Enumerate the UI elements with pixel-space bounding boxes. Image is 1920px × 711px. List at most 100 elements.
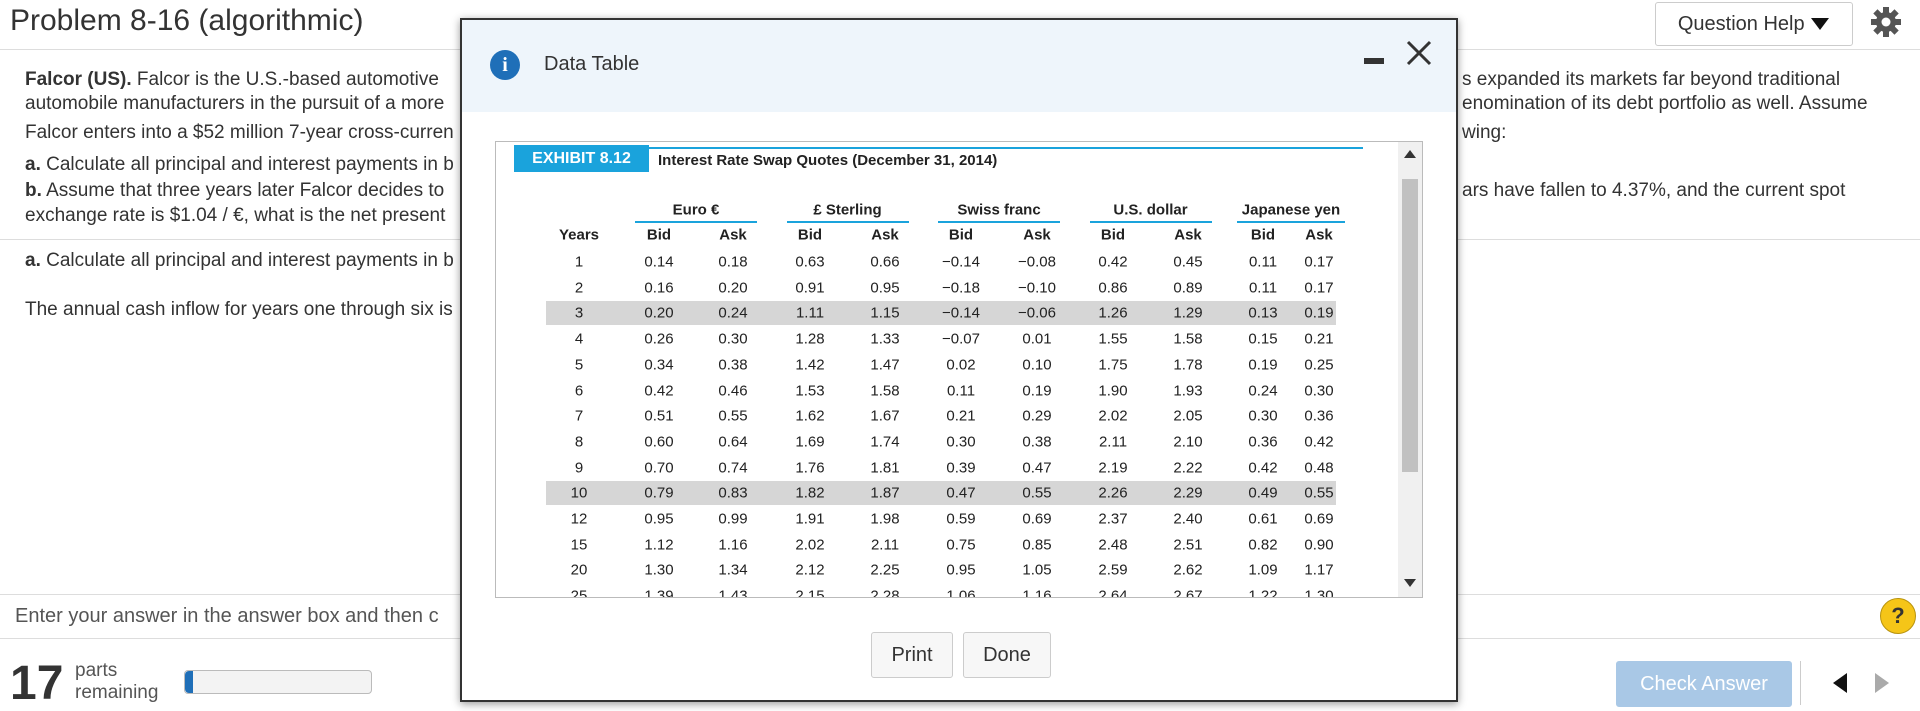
data-table-modal: i Data Table EXHIBIT 8.12 Interest Rate … bbox=[460, 18, 1458, 702]
done-button[interactable]: Done bbox=[963, 632, 1051, 678]
rate-cell: 0.95 bbox=[644, 510, 674, 528]
rate-cell: 1.90 bbox=[1098, 382, 1128, 399]
rate-cell: 0.29 bbox=[1022, 407, 1052, 425]
help-icon[interactable]: ? bbox=[1880, 598, 1916, 634]
rate-cell: 0.95 bbox=[946, 561, 976, 579]
rate-cell: 0.49 bbox=[1248, 484, 1278, 502]
rate-cell: 0.19 bbox=[1304, 304, 1334, 322]
rate-cell: −0.07 bbox=[942, 330, 980, 348]
rate-cell: 0.24 bbox=[718, 304, 748, 322]
bold-label: Falcor (US). bbox=[25, 69, 132, 90]
rate-cell: −0.14 bbox=[942, 253, 980, 271]
rate-cell: 1.82 bbox=[795, 484, 825, 502]
modal-header bbox=[462, 20, 1456, 112]
rate-cell: 1.58 bbox=[1173, 330, 1203, 348]
rate-cell: 0.11 bbox=[1248, 279, 1278, 297]
rate-cell: 0.16 bbox=[644, 279, 674, 297]
rate-cell: 2.05 bbox=[1173, 407, 1203, 425]
scrollbar[interactable] bbox=[1398, 142, 1422, 597]
check-answer-button[interactable]: Check Answer bbox=[1616, 661, 1792, 707]
rate-cell: 0.64 bbox=[718, 433, 748, 451]
year-cell: 4 bbox=[574, 330, 584, 348]
problem-line: automobile manufacturers in the pursuit … bbox=[25, 93, 445, 114]
info-icon: i bbox=[490, 50, 520, 80]
rate-cell: −0.10 bbox=[1018, 279, 1056, 297]
rate-cell: 1.76 bbox=[795, 459, 825, 477]
problem-line: a. Calculate all principal and interest … bbox=[25, 154, 454, 176]
rate-cell: 0.11 bbox=[946, 382, 976, 399]
next-button[interactable] bbox=[1873, 673, 1891, 693]
currency-underline bbox=[938, 221, 1060, 223]
scroll-up[interactable] bbox=[1404, 150, 1416, 158]
prev-button[interactable] bbox=[1831, 673, 1849, 693]
rate-cell: 0.19 bbox=[1022, 382, 1052, 399]
rate-cell: 2.59 bbox=[1098, 561, 1128, 579]
rate-cell: 1.75 bbox=[1098, 356, 1128, 374]
modal-title: Data Table bbox=[544, 53, 640, 75]
rate-cell: 2.02 bbox=[795, 536, 825, 554]
rate-cell: 0.46 bbox=[718, 382, 748, 399]
scroll-thumb[interactable] bbox=[1402, 179, 1418, 472]
question-help-button[interactable]: Question Help bbox=[1655, 2, 1853, 46]
rate-cell: 1.67 bbox=[870, 407, 900, 425]
currency-header: Japanese yen bbox=[1241, 201, 1341, 219]
rate-cell: 0.99 bbox=[718, 510, 748, 528]
rate-cell: 0.70 bbox=[644, 459, 674, 477]
rate-cell: 0.95 bbox=[870, 279, 900, 297]
rate-cell: 2.25 bbox=[870, 561, 900, 579]
rate-cell: 0.11 bbox=[1248, 253, 1278, 271]
column-header: Ask bbox=[1023, 226, 1051, 244]
rate-cell: 0.14 bbox=[644, 253, 674, 271]
rate-cell: 1.81 bbox=[870, 459, 900, 477]
minimize-button[interactable] bbox=[1364, 58, 1384, 64]
problem-line-right: wing: bbox=[1462, 122, 1507, 143]
rate-cell: 0.75 bbox=[946, 536, 976, 554]
rate-cell: −0.06 bbox=[1018, 304, 1056, 322]
rate-cell: 1.09 bbox=[1248, 561, 1278, 579]
rate-cell: 2.48 bbox=[1098, 536, 1128, 554]
column-header: Bid bbox=[1100, 226, 1126, 244]
rate-cell: 0.79 bbox=[644, 484, 674, 502]
rate-cell: 0.85 bbox=[1022, 536, 1052, 554]
scroll-down[interactable] bbox=[1404, 579, 1416, 587]
rate-cell: −0.18 bbox=[942, 279, 980, 297]
rate-cell: 0.15 bbox=[1248, 330, 1278, 348]
rate-cell: 0.61 bbox=[1248, 510, 1278, 528]
currency-header: Swiss franc bbox=[957, 201, 1041, 219]
rate-cell: 0.83 bbox=[718, 484, 748, 502]
rate-cell: 0.42 bbox=[1098, 253, 1128, 271]
rate-cell: 0.59 bbox=[946, 510, 976, 528]
column-header: Bid bbox=[797, 226, 823, 244]
rate-cell: 2.26 bbox=[1098, 484, 1128, 502]
remaining-label: remaining bbox=[75, 682, 159, 703]
rate-cell: 2.02 bbox=[1098, 407, 1128, 425]
rate-cell: 1.26 bbox=[1098, 304, 1128, 322]
problem-line: exchange rate is $1.04 / €, what is the … bbox=[25, 205, 446, 226]
rate-cell: 1.30 bbox=[644, 561, 674, 579]
exhibit-caption: Interest Rate Swap Quotes (December 31, … bbox=[658, 152, 998, 169]
exhibit-label: EXHIBIT 8.12 bbox=[514, 145, 649, 172]
rate-cell: 0.39 bbox=[946, 459, 976, 477]
rate-cell: 0.10 bbox=[1022, 356, 1052, 374]
problem-line: Falcor (US). Falcor is the U.S.-based au… bbox=[25, 69, 439, 91]
rate-cell: 0.47 bbox=[1022, 459, 1052, 477]
parts-count: 17 bbox=[10, 657, 64, 710]
currency-underline bbox=[635, 221, 757, 223]
rate-cell: 2.29 bbox=[1173, 484, 1203, 502]
rate-cell: 0.48 bbox=[1304, 459, 1334, 477]
rate-cell: 1.17 bbox=[1304, 561, 1334, 579]
year-cell: 2 bbox=[574, 279, 584, 297]
close-button[interactable] bbox=[1406, 40, 1432, 66]
bold-label: b. bbox=[25, 180, 42, 201]
row-highlight bbox=[546, 481, 1336, 506]
rate-cell: 2.11 bbox=[870, 536, 900, 554]
rate-cell: 0.38 bbox=[1022, 433, 1052, 451]
year-cell: 6 bbox=[574, 382, 584, 399]
rate-cell: 1.98 bbox=[870, 510, 900, 528]
rate-cell: 0.02 bbox=[946, 356, 976, 374]
exhibit-rule bbox=[649, 147, 1363, 149]
rate-cell: 1.33 bbox=[870, 330, 900, 348]
settings-gear[interactable] bbox=[1870, 6, 1902, 38]
print-button[interactable]: Print bbox=[871, 632, 953, 678]
